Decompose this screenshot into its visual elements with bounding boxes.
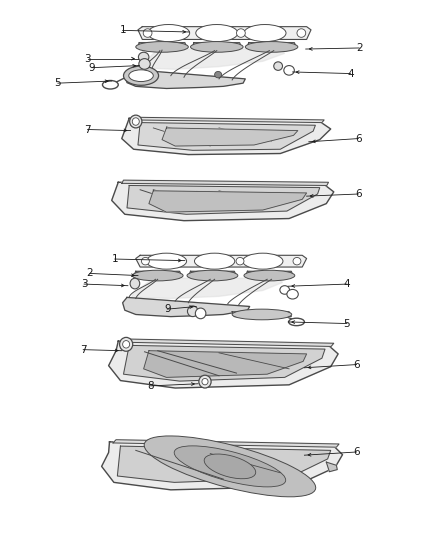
Ellipse shape [289,318,304,326]
Text: 6: 6 [355,134,362,143]
Ellipse shape [146,253,187,269]
Ellipse shape [280,286,290,294]
Ellipse shape [138,52,149,62]
Polygon shape [123,297,250,317]
Ellipse shape [284,66,294,75]
Ellipse shape [232,309,292,320]
Polygon shape [124,345,325,381]
Text: 7: 7 [84,125,91,134]
Polygon shape [134,117,324,123]
Ellipse shape [191,42,243,52]
Polygon shape [125,69,245,88]
Ellipse shape [243,253,283,269]
Polygon shape [102,442,343,490]
Ellipse shape [194,253,235,269]
Polygon shape [189,271,236,279]
Ellipse shape [187,306,198,317]
Ellipse shape [187,270,238,281]
Polygon shape [127,185,320,214]
Polygon shape [138,43,186,50]
Ellipse shape [102,80,118,89]
Ellipse shape [297,29,306,37]
Ellipse shape [132,270,183,281]
Text: 4: 4 [347,69,354,78]
Polygon shape [122,180,328,185]
Ellipse shape [129,70,153,82]
Polygon shape [131,278,283,300]
Ellipse shape [130,278,140,289]
Text: 4: 4 [343,279,350,289]
Ellipse shape [244,25,286,42]
Ellipse shape [132,118,139,125]
Ellipse shape [141,257,149,265]
Polygon shape [138,123,315,150]
Ellipse shape [196,25,238,42]
Polygon shape [134,271,181,279]
Ellipse shape [139,59,150,69]
Polygon shape [122,339,334,346]
Ellipse shape [195,308,206,319]
Ellipse shape [130,115,142,128]
Ellipse shape [293,257,301,265]
Polygon shape [138,27,311,39]
Text: 1: 1 [119,26,126,35]
Text: 5: 5 [54,78,61,88]
Text: 3: 3 [81,279,88,289]
Text: 2: 2 [356,43,363,53]
Text: 6: 6 [353,360,360,369]
Ellipse shape [244,270,295,281]
Text: 9: 9 [164,304,171,314]
Polygon shape [109,341,338,388]
Ellipse shape [148,25,190,42]
Text: 2: 2 [86,269,93,278]
Polygon shape [122,118,331,155]
Ellipse shape [199,375,211,388]
Ellipse shape [287,289,298,299]
Polygon shape [326,462,337,472]
Polygon shape [246,271,293,279]
Polygon shape [140,49,285,70]
Ellipse shape [245,42,298,52]
Polygon shape [112,182,334,221]
Polygon shape [144,351,307,377]
Text: 6: 6 [353,447,360,457]
Ellipse shape [274,62,283,70]
Polygon shape [149,191,307,212]
Ellipse shape [124,66,159,85]
Ellipse shape [202,378,208,385]
Ellipse shape [236,257,244,265]
Text: 1: 1 [111,254,118,264]
Polygon shape [232,312,291,317]
Polygon shape [113,440,339,447]
Ellipse shape [237,29,245,37]
Polygon shape [247,43,296,50]
Text: 6: 6 [355,189,362,199]
Ellipse shape [174,446,286,487]
Polygon shape [193,43,241,50]
Text: 7: 7 [80,345,87,354]
Ellipse shape [204,454,256,479]
Text: 8: 8 [147,381,154,391]
Ellipse shape [123,341,130,348]
Polygon shape [117,446,331,482]
Text: 5: 5 [343,319,350,328]
Text: 9: 9 [88,63,95,72]
Ellipse shape [120,337,133,351]
Polygon shape [136,255,307,267]
Ellipse shape [136,42,188,52]
Ellipse shape [215,71,222,78]
Ellipse shape [143,29,152,37]
Polygon shape [162,128,298,146]
Text: 3: 3 [84,54,91,63]
Ellipse shape [144,436,316,497]
